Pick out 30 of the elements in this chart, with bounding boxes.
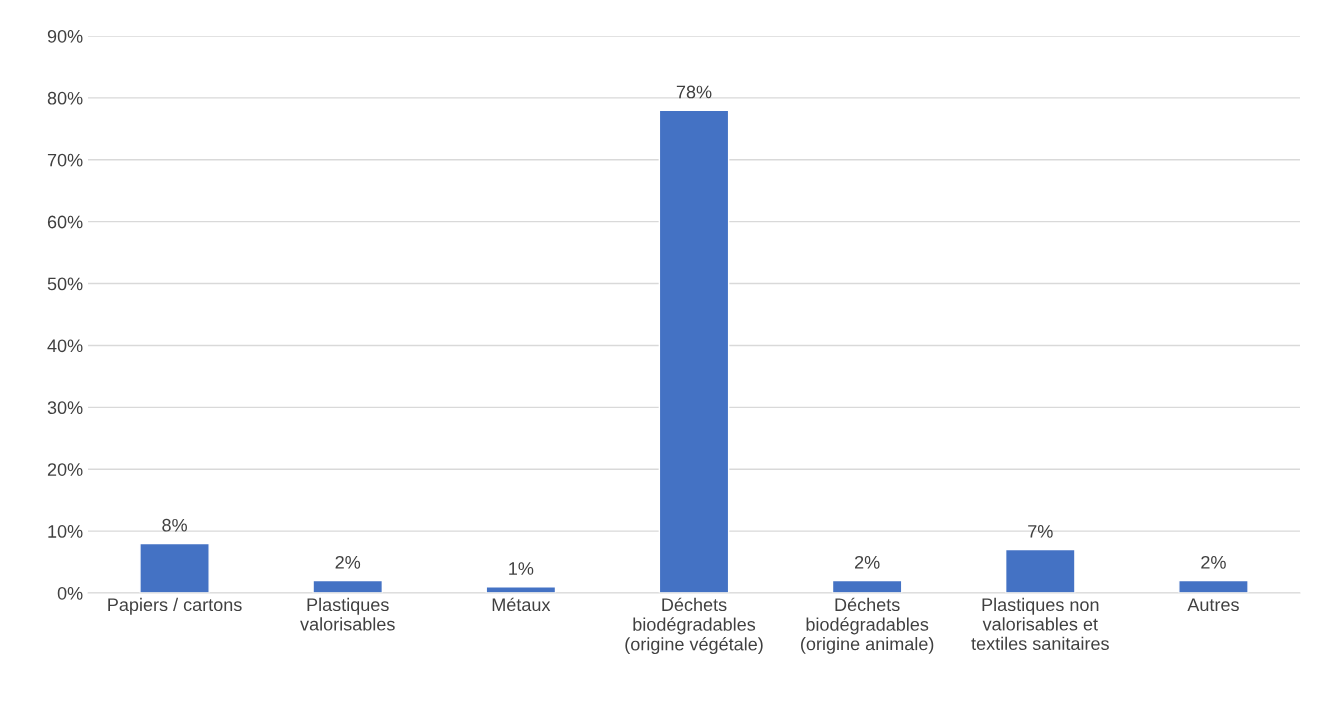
y-tick-label: 10% [48,525,83,538]
data-label: 8% [162,518,187,532]
y-tick-label: 20% [47,463,83,476]
data-label: 1% [509,562,534,575]
y-tick-label: 50% [47,277,83,291]
x-tick-label: Plastiques valorisables [300,597,395,631]
y-tick-label: 90% [47,29,83,43]
x-tick-label: Déchets biodégradables (origine animale) [801,597,934,654]
bar [312,579,384,593]
bar [139,542,210,593]
x-tick-label: Plastiques non valorisables et textiles sanitaires [971,597,1109,651]
data-label: 2% [1201,555,1226,569]
data-label: 2% [855,555,880,569]
bar [1004,548,1076,593]
y-tick-label: 40% [47,339,83,353]
bar [1178,579,1249,593]
y-tick-label: 60% [47,215,83,229]
data-label: 78% [676,85,712,99]
y-tick-label: 0% [57,586,83,600]
data-label: 7% [1028,525,1053,538]
y-tick-label: 70% [47,153,83,167]
x-tick-label: Autres [1187,598,1239,612]
y-tick-label: 80% [47,91,83,105]
data-label: 2% [335,555,361,569]
y-tick-label: 30% [47,401,83,415]
x-tick-label: Papiers / cartons [108,597,242,615]
x-tick-label: Déchets biodégradables (origine végétale) [625,597,763,655]
bar [658,109,730,593]
x-tick-label: Métaux [492,597,551,612]
bar [831,579,903,593]
